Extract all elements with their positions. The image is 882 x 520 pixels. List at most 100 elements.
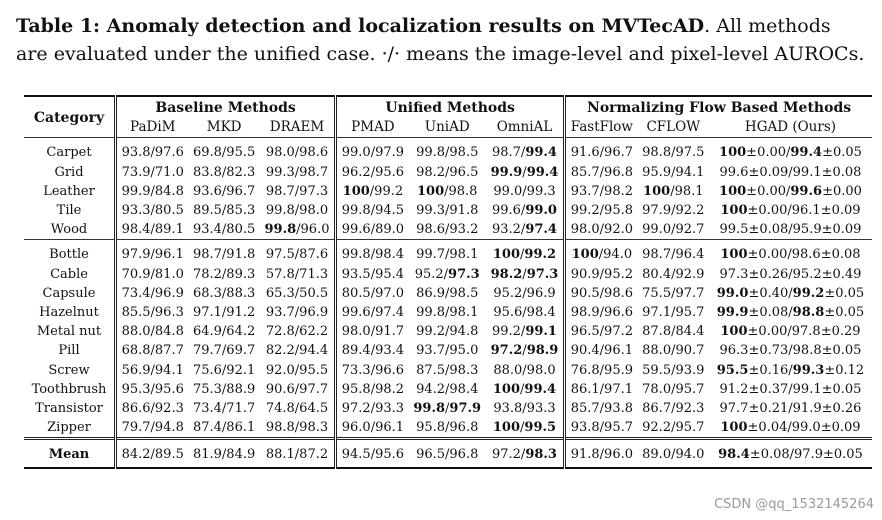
value-cell: 98.6/93.2 — [416, 222, 479, 238]
value-cell: 97.2/93.3 — [334, 398, 409, 418]
value-cell: 79.7/69.7 — [192, 343, 256, 359]
value-cell: 89.4/93.4 — [334, 341, 409, 361]
category-cell: Zipper — [47, 420, 91, 436]
value-cell: 98.0/92.0 — [563, 220, 638, 240]
results-table: Category Baseline Methods Unified Method… — [24, 94, 872, 470]
value-cell: 73.4/71.7 — [192, 400, 256, 416]
value-cell: 98.7/91.8 — [188, 239, 260, 265]
value-cell: 98.4/89.1 — [114, 220, 189, 240]
value-cell: 99.6/97.4 — [334, 302, 409, 323]
header-row-methods: PaDiM MKD DRAEM PMAD UniAD OmniAL FastFl… — [24, 118, 872, 138]
value-cell: 99.9/84.8 — [114, 181, 189, 201]
table-row: Tile 93.3/80.5 89.5/85.3 99.8/98.0 99.8/94.5… — [24, 200, 872, 221]
value-cell: 95.2/96.9 — [493, 285, 556, 301]
value-cell: 95.3/95.6 — [114, 379, 189, 399]
watermark: CSDN @qq_1532145264 — [714, 497, 874, 512]
category-cell: Grid — [54, 164, 84, 180]
value-cell: 93.3/80.5 — [114, 200, 189, 221]
value-cell: 96.0/96.1 — [334, 418, 409, 439]
value-cell: 100±0.00/96.1±0.09 — [720, 203, 861, 219]
value-cell: 100/94.0 — [563, 239, 638, 265]
value-cell: 99.9±0.08/98.8±0.05 — [716, 304, 865, 320]
value-cell: 100/99.2 — [485, 239, 565, 265]
group-header: Normalizing Flow Based Methods — [563, 94, 872, 119]
value-cell: 73.3/96.6 — [334, 360, 409, 380]
caption-label: Table 1: Anomaly detection and localizat… — [16, 15, 705, 37]
value-cell: 95.2/97.3 — [414, 266, 480, 282]
table-row: Wood 98.4/89.1 93.4/80.5 99.8/96.0 99.6/89.0… — [24, 220, 872, 240]
value-cell: 87.5/98.3 — [416, 362, 479, 378]
value-cell: 80.5/97.0 — [334, 283, 409, 303]
value-cell: 100±0.00/97.8±0.29 — [720, 324, 861, 340]
value-cell: 100±0.00/99.6±0.00 — [719, 183, 862, 199]
value-cell: 94.5/95.6 — [334, 437, 409, 470]
value-cell: 84.2/89.5 — [114, 437, 189, 470]
method-header: FastFlow — [563, 118, 638, 138]
value-cell: 88.0/90.7 — [642, 343, 705, 359]
caption-text: . All methods are evaluated under the un… — [16, 15, 865, 65]
value-cell: 99.8/96.0 — [264, 222, 330, 238]
value-cell: 89.0/94.0 — [637, 437, 709, 470]
method-header: DRAEM — [269, 119, 325, 136]
value-cell: 93.7/95.0 — [416, 343, 479, 359]
value-cell: 98.7/96.4 — [637, 239, 709, 265]
table-caption: Table 1: Anomaly detection and localizat… — [16, 12, 868, 68]
value-cell: 86.7/92.3 — [642, 400, 705, 416]
value-cell: 91.6/96.7 — [563, 137, 638, 163]
method-header: OmniAL — [496, 119, 553, 136]
value-cell: 90.9/95.2 — [563, 264, 638, 284]
value-cell: 94.2/98.4 — [416, 381, 479, 397]
value-cell: 98.4±0.08/97.9±0.05 — [708, 437, 872, 470]
value-cell: 93.7/96.9 — [265, 304, 329, 320]
value-cell: 100/98.1 — [643, 183, 704, 199]
value-cell: 74.8/64.5 — [265, 400, 329, 416]
value-cell: 99.6±0.09/99.1±0.08 — [719, 164, 862, 180]
category-cell: Toothbrush — [31, 381, 107, 397]
value-cell: 89.5/85.3 — [192, 203, 256, 219]
value-cell: 99.2/94.8 — [416, 324, 479, 340]
textures-section: Carpet 93.8/97.6 69.8/95.5 98.0/98.6 99.0/97… — [24, 137, 872, 240]
category-cell: Transistor — [35, 400, 103, 416]
header-row-groups: Category Baseline Methods Unified Method… — [24, 94, 872, 138]
value-cell: 99.0±0.40/99.2±0.05 — [716, 285, 865, 301]
table-row: Toothbrush 95.3/95.6 75.3/88.9 90.6/97.7 95.… — [24, 379, 872, 399]
value-cell: 98.7/99.4 — [485, 137, 565, 163]
value-cell: 73.9/71.0 — [114, 162, 189, 182]
value-cell: 98.0/98.6 — [259, 137, 336, 163]
table-row: Pill 68.8/87.7 79.7/69.7 82.2/94.4 89.4/93.4… — [24, 341, 872, 361]
value-cell: 100/99.5 — [492, 420, 557, 436]
value-cell: 97.7±0.21/91.9±0.26 — [719, 400, 862, 416]
category-cell: Mean — [24, 437, 116, 470]
category-cell: Cable — [50, 266, 88, 282]
value-cell: 97.5/87.6 — [259, 239, 336, 265]
value-cell: 68.8/87.7 — [114, 341, 189, 361]
value-cell: 99.8/98.5 — [408, 137, 486, 163]
category-cell: Tile — [56, 203, 82, 219]
value-cell: 65.3/50.5 — [265, 285, 329, 301]
value-cell: 99.8/97.9 — [413, 400, 482, 416]
table-row: Transistor 86.6/92.3 73.4/71.7 74.8/64.5 97.… — [24, 398, 872, 418]
value-cell: 99.8/98.0 — [265, 203, 329, 219]
value-cell: 64.9/64.2 — [192, 324, 256, 340]
value-cell: 99.8/98.4 — [334, 239, 409, 265]
value-cell: 93.7/98.2 — [563, 181, 638, 201]
value-cell: 99.7/98.1 — [408, 239, 486, 265]
value-cell: 97.9/96.1 — [114, 239, 189, 265]
value-cell: 99.3/91.8 — [416, 203, 479, 219]
category-cell: Wood — [50, 222, 88, 238]
value-cell: 86.1/97.1 — [563, 379, 638, 399]
value-cell: 76.8/95.9 — [563, 360, 638, 380]
value-cell: 56.9/94.1 — [114, 360, 189, 380]
value-cell: 81.9/84.9 — [188, 437, 260, 470]
table-row: Capsule 73.4/96.9 68.3/88.3 65.3/50.5 80.5/9… — [24, 283, 872, 303]
value-cell: 98.9/96.6 — [563, 302, 638, 323]
group-header: Baseline Methods — [113, 94, 336, 119]
value-cell: 79.7/94.8 — [114, 418, 189, 439]
value-cell: 86.9/98.5 — [416, 285, 479, 301]
value-cell: 100±0.04/99.0±0.09 — [720, 420, 861, 436]
value-cell: 90.6/97.7 — [265, 381, 329, 397]
table-row: Metal nut 88.0/84.8 64.9/64.2 72.8/62.2 98.0… — [24, 322, 872, 342]
value-cell: 90.4/96.1 — [563, 341, 638, 361]
category-cell: Metal nut — [36, 324, 102, 340]
table-row: Screw 56.9/94.1 75.6/92.1 92.0/95.5 73.3/96.… — [24, 360, 872, 380]
